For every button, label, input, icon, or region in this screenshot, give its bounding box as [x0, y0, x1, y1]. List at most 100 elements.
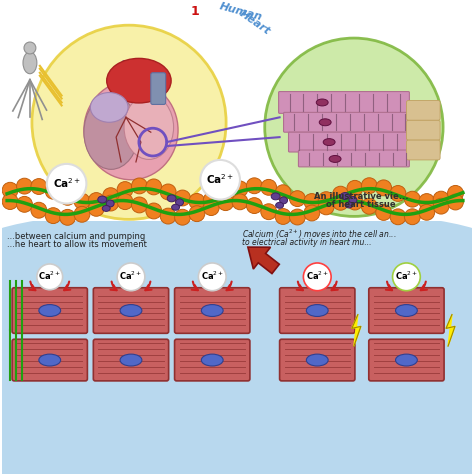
Circle shape	[246, 178, 262, 194]
Circle shape	[103, 195, 118, 211]
Text: Ca$^{2+}$: Ca$^{2+}$	[395, 270, 418, 282]
Circle shape	[117, 182, 133, 198]
FancyBboxPatch shape	[406, 140, 440, 160]
FancyBboxPatch shape	[279, 91, 410, 113]
Circle shape	[447, 194, 464, 210]
Circle shape	[31, 202, 47, 218]
Circle shape	[160, 184, 176, 200]
Circle shape	[131, 197, 147, 213]
FancyBboxPatch shape	[174, 288, 250, 333]
FancyBboxPatch shape	[299, 150, 410, 167]
Ellipse shape	[345, 202, 353, 208]
Circle shape	[433, 198, 449, 214]
Circle shape	[131, 178, 147, 194]
Ellipse shape	[316, 99, 328, 106]
Circle shape	[117, 263, 145, 291]
Circle shape	[17, 178, 32, 194]
FancyBboxPatch shape	[174, 339, 250, 381]
Ellipse shape	[201, 305, 223, 317]
Circle shape	[174, 210, 191, 225]
FancyBboxPatch shape	[151, 73, 166, 104]
Text: Calcium (Ca$^{2+}$) moves into the cell an...: Calcium (Ca$^{2+}$) moves into the cell …	[242, 228, 397, 241]
Circle shape	[261, 204, 277, 219]
Circle shape	[47, 164, 86, 203]
Circle shape	[376, 204, 392, 220]
Circle shape	[404, 209, 420, 225]
Ellipse shape	[280, 197, 288, 204]
FancyBboxPatch shape	[280, 288, 355, 333]
Ellipse shape	[84, 81, 178, 180]
Ellipse shape	[98, 196, 107, 203]
Circle shape	[376, 180, 392, 196]
Ellipse shape	[124, 95, 173, 159]
Circle shape	[232, 181, 248, 197]
Circle shape	[203, 192, 219, 208]
Circle shape	[232, 194, 248, 210]
Ellipse shape	[106, 200, 114, 207]
Ellipse shape	[319, 119, 331, 126]
FancyBboxPatch shape	[369, 288, 444, 333]
FancyBboxPatch shape	[280, 339, 355, 381]
Text: ...he heart to allow its movement: ...he heart to allow its movement	[7, 240, 147, 249]
Ellipse shape	[107, 58, 171, 103]
FancyBboxPatch shape	[369, 339, 444, 381]
Circle shape	[433, 191, 449, 207]
Circle shape	[390, 185, 406, 201]
Circle shape	[189, 193, 205, 210]
FancyBboxPatch shape	[93, 339, 169, 381]
Ellipse shape	[395, 305, 417, 317]
Text: to electrical activity in heart mu...: to electrical activity in heart mu...	[242, 237, 372, 246]
FancyBboxPatch shape	[289, 132, 410, 152]
Ellipse shape	[340, 192, 349, 200]
Text: Ca$^{2+}$: Ca$^{2+}$	[119, 270, 143, 282]
Circle shape	[218, 187, 234, 203]
Circle shape	[361, 178, 377, 193]
Ellipse shape	[120, 354, 142, 366]
Circle shape	[2, 182, 18, 198]
FancyBboxPatch shape	[406, 120, 440, 140]
Circle shape	[261, 180, 277, 195]
Ellipse shape	[349, 197, 357, 203]
Circle shape	[347, 194, 363, 210]
Text: 1: 1	[191, 5, 200, 18]
Ellipse shape	[120, 305, 142, 317]
Circle shape	[304, 205, 320, 221]
Circle shape	[419, 193, 435, 210]
Circle shape	[390, 209, 406, 225]
Ellipse shape	[306, 354, 328, 366]
Ellipse shape	[23, 52, 37, 74]
Ellipse shape	[323, 138, 335, 146]
Circle shape	[347, 181, 363, 196]
Circle shape	[392, 263, 420, 291]
Circle shape	[318, 199, 334, 215]
Ellipse shape	[91, 92, 128, 122]
Circle shape	[218, 195, 234, 210]
Circle shape	[174, 190, 191, 206]
Circle shape	[74, 193, 90, 209]
Ellipse shape	[39, 305, 61, 317]
Circle shape	[318, 191, 334, 208]
Ellipse shape	[0, 208, 474, 277]
FancyBboxPatch shape	[12, 288, 87, 333]
Circle shape	[17, 196, 32, 212]
Circle shape	[203, 200, 219, 216]
Circle shape	[333, 194, 348, 210]
Ellipse shape	[84, 95, 138, 169]
FancyBboxPatch shape	[406, 100, 440, 120]
Circle shape	[60, 210, 75, 225]
Circle shape	[404, 191, 420, 207]
Circle shape	[290, 191, 305, 207]
Text: Ca$^{2+}$: Ca$^{2+}$	[53, 176, 81, 190]
Ellipse shape	[276, 202, 283, 208]
Circle shape	[74, 206, 90, 222]
Text: ...between calcium and pumping: ...between calcium and pumping	[7, 232, 146, 241]
Circle shape	[265, 38, 443, 217]
FancyBboxPatch shape	[12, 339, 87, 381]
Text: of heart tissue: of heart tissue	[326, 200, 396, 209]
Ellipse shape	[175, 199, 183, 206]
Text: An illustrative vie...: An illustrative vie...	[314, 192, 408, 201]
Circle shape	[290, 209, 305, 225]
Text: Ca$^{2+}$: Ca$^{2+}$	[38, 270, 61, 282]
Circle shape	[146, 179, 162, 195]
Ellipse shape	[102, 205, 110, 211]
